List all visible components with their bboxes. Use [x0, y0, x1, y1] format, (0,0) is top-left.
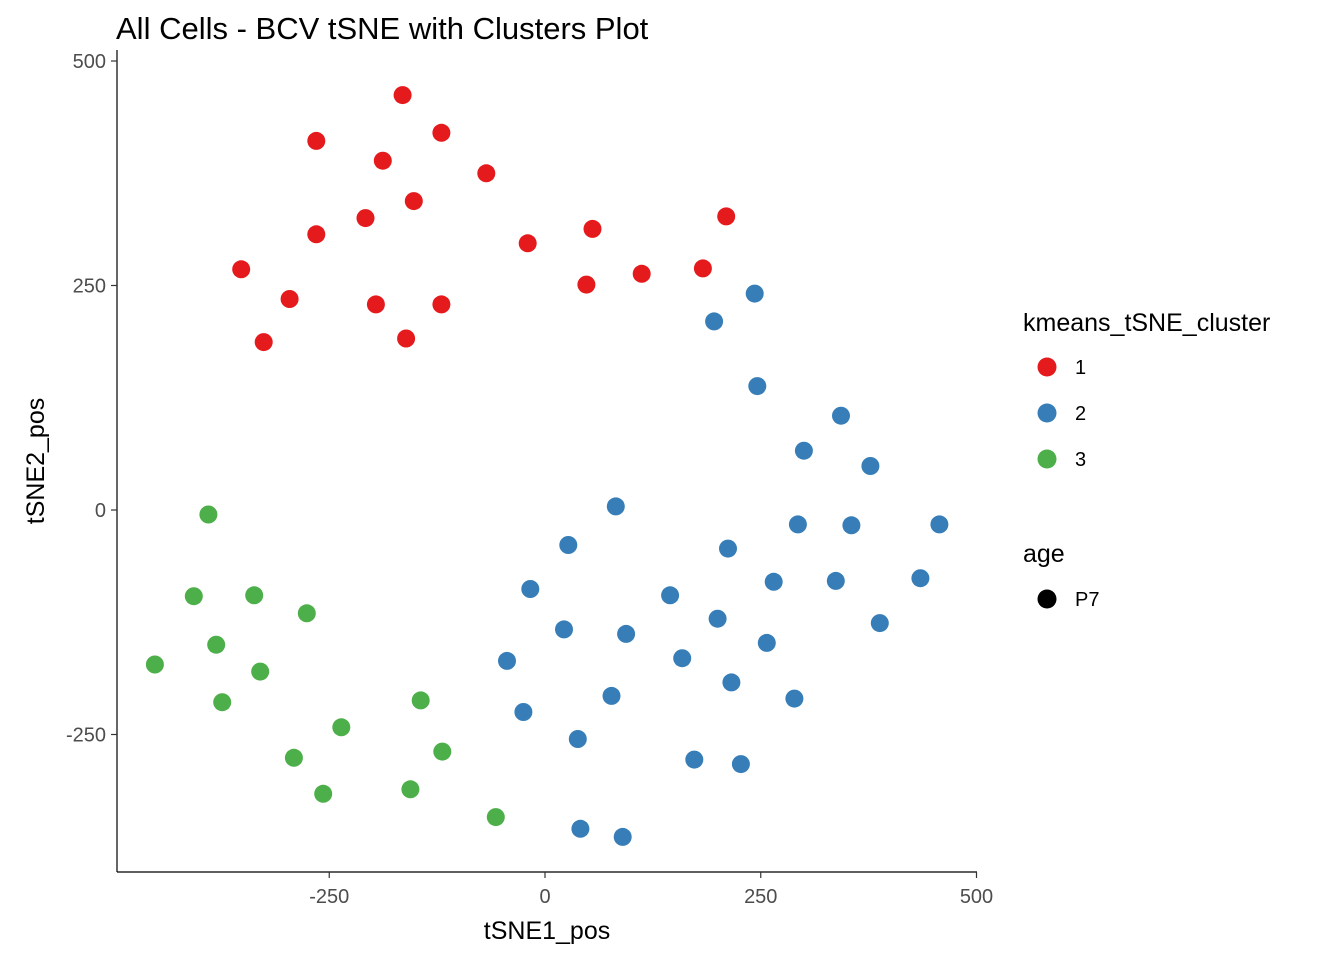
scatter-point-cluster-3	[284, 748, 303, 767]
scatter-point-cluster-3	[251, 662, 270, 681]
scatter-point-cluster-2	[748, 377, 767, 396]
scatter-point-cluster-2	[842, 516, 861, 535]
scatter-point-cluster-2	[794, 441, 813, 460]
scatter-point-cluster-1	[307, 131, 326, 150]
legend-shape-key	[1037, 589, 1057, 609]
y-axis-title: tSNE2_pos	[22, 398, 50, 524]
scatter-point-cluster-3	[314, 784, 333, 803]
scatter-point-cluster-2	[911, 569, 930, 588]
scatter-point-cluster-2	[613, 827, 632, 846]
scatter-point-cluster-2	[785, 689, 804, 708]
legend-shape-entries: P7	[1037, 589, 1099, 611]
legend-color-key	[1037, 403, 1057, 423]
scatter-point-cluster-3	[297, 604, 316, 623]
scatter-point-cluster-1	[280, 290, 299, 308]
scatter-point-cluster-1	[693, 259, 712, 278]
scatter-point-cluster-2	[498, 651, 516, 670]
chart-title: All Cells - BCV tSNE with Clusters Plot	[116, 11, 649, 46]
scatter-point-cluster-3	[213, 693, 232, 712]
scatter-point-cluster-1	[432, 123, 451, 142]
scatter-point-cluster-2	[555, 620, 573, 639]
legend-color-key	[1037, 449, 1057, 469]
legend-color-key	[1037, 357, 1057, 377]
scatter-point-cluster-3	[433, 742, 452, 761]
scatter-point-cluster-2	[757, 633, 776, 652]
scatter-point-cluster-2	[705, 312, 724, 331]
scatter-point-cluster-1	[477, 164, 496, 183]
scatter-point-cluster-1	[632, 264, 651, 283]
scatter-point-cluster-3	[486, 808, 505, 827]
y-tick-label: 500	[73, 51, 106, 73]
legend-color-label: 2	[1075, 403, 1086, 425]
scatter-point-cluster-1	[518, 234, 537, 253]
scatter-point-cluster-3	[411, 691, 430, 710]
x-axis-title: tSNE1_pos	[484, 917, 610, 945]
scatter-point-cluster-2	[719, 539, 737, 558]
scatter-point-cluster-1	[397, 329, 416, 348]
scatter-point-cluster-2	[568, 730, 587, 748]
scatter-point-cluster-1	[717, 207, 736, 226]
scatter-point-cluster-2	[661, 586, 680, 605]
x-tick-label: 500	[960, 886, 993, 908]
scatter-point-cluster-2	[826, 571, 845, 590]
scatter-point-cluster-1	[432, 295, 451, 314]
y-axis-ticks: 500 250 0 -250	[66, 51, 117, 747]
scatter-point-cluster-2	[764, 572, 783, 591]
legend-color-label: 3	[1075, 449, 1086, 471]
scatter-point-cluster-1	[356, 209, 375, 228]
x-axis-ticks: -250 0 250 500	[309, 872, 993, 908]
y-tick-label: 0	[95, 500, 106, 522]
x-tick-label: 250	[744, 886, 777, 908]
scatter-point-cluster-3	[199, 505, 218, 524]
legend-shape-label: P7	[1075, 589, 1099, 611]
legend-color-entries: 1 2 3	[1037, 357, 1086, 471]
scatter-point-cluster-1	[307, 225, 326, 244]
x-tick-label: 0	[539, 886, 550, 908]
scatter-point-cluster-1	[577, 275, 596, 294]
legend: kmeans_tSNE_cluster 1 2 3 age P7	[1023, 309, 1270, 611]
scatter-point-cluster-3	[245, 586, 264, 605]
scatter-point-cluster-2	[602, 686, 621, 705]
scatter-point-cluster-2	[514, 703, 533, 721]
scatter-point-cluster-2	[731, 755, 750, 774]
scatter-point-cluster-1	[393, 86, 412, 105]
scatter-point-cluster-2	[930, 515, 949, 534]
scatter-point-cluster-2	[861, 457, 880, 475]
scatter-point-cluster-2	[521, 580, 540, 598]
legend-color-label: 1	[1075, 357, 1086, 379]
scatter-point-cluster-2	[685, 750, 704, 769]
scatter-point-cluster-3	[207, 635, 226, 654]
scatter-point-cluster-1	[404, 192, 423, 211]
scatter-point-cluster-2	[870, 614, 889, 633]
y-tick-label: -250	[66, 725, 106, 747]
scatter-point-cluster-3	[401, 780, 420, 799]
scatter-point-cluster-2	[617, 624, 636, 643]
scatter-point-cluster-1	[583, 219, 602, 238]
scatter-point-cluster-2	[708, 609, 727, 628]
scatter-point-cluster-2	[673, 649, 692, 668]
scatter-point-cluster-2	[832, 406, 850, 425]
y-tick-label: 250	[73, 276, 106, 298]
scatter-point-cluster-1	[254, 333, 273, 352]
scatter-point-cluster-2	[571, 819, 590, 838]
points-layer	[145, 86, 949, 846]
x-tick-label: -250	[309, 886, 349, 908]
legend-shape-title: age	[1023, 540, 1065, 568]
scatter-point-cluster-3	[332, 718, 351, 737]
scatter-point-cluster-2	[722, 673, 741, 692]
scatter-point-cluster-3	[145, 655, 164, 674]
scatter-point-cluster-1	[373, 151, 392, 170]
scatter-point-cluster-2	[745, 284, 764, 303]
scatter-point-cluster-3	[184, 587, 203, 606]
scatter-point-cluster-2	[788, 515, 807, 534]
scatter-point-cluster-2	[559, 536, 578, 554]
scatter-point-cluster-1	[366, 295, 385, 314]
scatter-point-cluster-2	[606, 497, 625, 516]
scatter-point-cluster-1	[232, 260, 251, 279]
legend-color-title: kmeans_tSNE_cluster	[1023, 309, 1270, 337]
